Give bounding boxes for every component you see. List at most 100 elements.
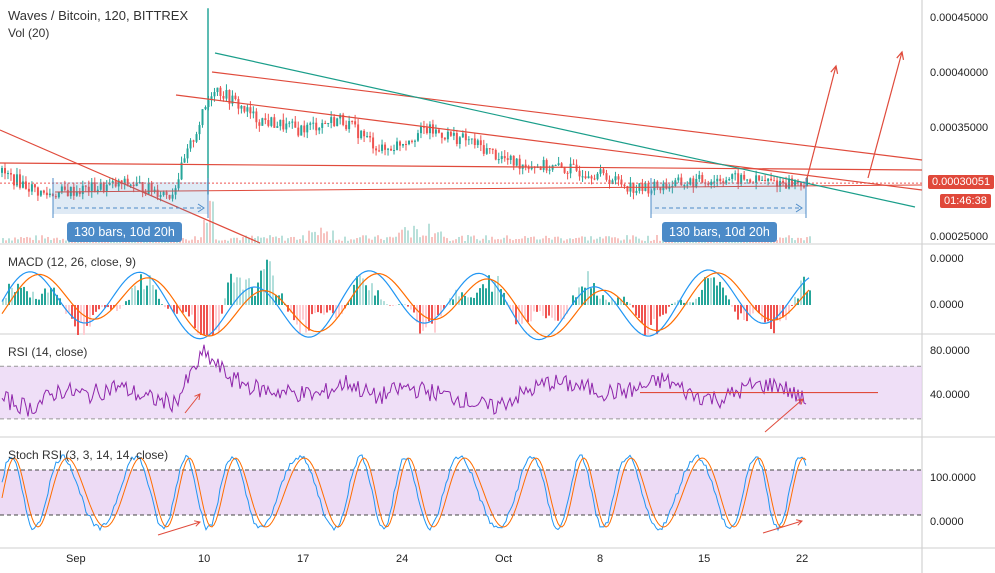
macd-histogram-bar	[551, 305, 553, 318]
volume-bar	[656, 235, 658, 243]
candle-body	[75, 191, 78, 196]
macd-histogram-bar	[461, 292, 463, 305]
candle-body	[431, 124, 434, 134]
candle-body	[345, 124, 348, 130]
macd-histogram-bar	[509, 305, 511, 310]
macd-histogram-bar	[83, 305, 85, 335]
candle-body	[689, 178, 692, 185]
candle-body	[312, 122, 315, 124]
candle-body	[324, 123, 327, 125]
macd-histogram-bar	[602, 295, 604, 305]
volume-bar	[206, 222, 208, 243]
candle-body	[357, 124, 360, 139]
candle-body	[231, 95, 234, 104]
candle-body	[300, 125, 303, 136]
volume-bar	[509, 238, 511, 243]
candle-body	[279, 119, 282, 127]
volume-bar	[389, 236, 391, 243]
candle-body	[716, 178, 719, 182]
macd-histogram-bar	[302, 305, 304, 320]
macd-histogram-bar	[533, 305, 535, 312]
macd-histogram-bar	[317, 305, 319, 313]
volume-bar	[50, 239, 52, 243]
macd-histogram-bar	[29, 297, 31, 305]
candle-body	[78, 191, 81, 195]
candle-body	[3, 168, 6, 174]
last-price-tag: 0.00030051	[928, 175, 995, 189]
volume-bar	[566, 239, 568, 243]
trendline-green	[214, 52, 916, 208]
macd-histogram-bar	[359, 275, 361, 305]
volume-bar	[446, 238, 448, 243]
candle-body	[461, 133, 464, 138]
volume-bar	[416, 229, 418, 243]
macd-histogram-bar	[140, 274, 142, 305]
volume-bar	[596, 238, 598, 243]
macd-histogram-bar	[410, 305, 412, 310]
macd-histogram-bar	[761, 305, 763, 320]
candle-body	[743, 174, 746, 180]
candle-body	[294, 121, 297, 128]
volume-bar	[458, 236, 460, 243]
macd-histogram-bar	[542, 305, 544, 316]
trendline-upper	[211, 71, 923, 161]
macd-histogram-bar	[71, 305, 73, 319]
candle-body	[117, 180, 120, 187]
candle-body	[168, 194, 171, 199]
macd-histogram-bar	[305, 305, 307, 333]
macd-histogram-bar	[50, 288, 52, 305]
macd-histogram-bar	[41, 293, 43, 305]
x-tick-sep: Sep	[66, 553, 86, 565]
candle-body	[758, 175, 761, 181]
rsi-arrow-1-head	[194, 393, 201, 400]
candle-body	[306, 124, 309, 133]
macd-histogram-bar	[716, 285, 718, 305]
macd-histogram-bar	[347, 302, 349, 305]
candle-body	[686, 184, 689, 186]
macd-histogram-bar	[20, 287, 22, 305]
macd-histogram-bar	[707, 278, 709, 305]
macd-histogram-bar	[491, 291, 493, 305]
candle-body	[515, 158, 518, 166]
macd-histogram-bar	[485, 288, 487, 305]
macd-tick-2: 0.0000	[930, 299, 964, 311]
volume-bar	[608, 236, 610, 243]
candle-body	[464, 133, 467, 141]
macd-histogram-bar	[356, 276, 358, 305]
volume-bar	[467, 235, 469, 243]
volume-bar	[647, 235, 649, 243]
candle-body	[488, 148, 491, 150]
macd-histogram-bar	[443, 305, 445, 309]
volume-bar	[257, 236, 259, 243]
volume-bar	[809, 236, 811, 243]
candle-body	[36, 187, 39, 196]
candle-body	[731, 174, 734, 179]
macd-histogram-bar	[365, 285, 367, 305]
candle-body	[54, 196, 57, 198]
volume-bar	[218, 240, 220, 243]
macd-histogram-bar	[623, 296, 625, 305]
x-tick-17: 17	[297, 553, 310, 565]
volume-bar	[368, 238, 370, 243]
candle-body	[680, 177, 683, 186]
macd-histogram-bar	[35, 298, 37, 305]
macd-histogram-bar	[470, 297, 472, 305]
macd-histogram-bar	[758, 305, 760, 314]
candle-body	[611, 180, 614, 185]
volume-bar	[800, 238, 802, 243]
volume-bar	[635, 236, 637, 243]
macd-histogram-bar	[146, 285, 148, 305]
macd-histogram-bar	[176, 305, 178, 314]
macd-histogram-bar	[674, 302, 676, 305]
macd-histogram-bar	[272, 275, 274, 305]
candle-body	[348, 121, 351, 130]
macd-histogram-bar	[98, 305, 100, 310]
macd-histogram-bar	[809, 290, 811, 305]
volume-bar	[539, 239, 541, 243]
signal-line	[1, 272, 810, 338]
macd-histogram-bar	[689, 302, 691, 305]
macd-histogram-bar	[557, 305, 559, 321]
macd-histogram-bar	[224, 298, 226, 305]
macd-histogram-bar	[722, 287, 724, 305]
